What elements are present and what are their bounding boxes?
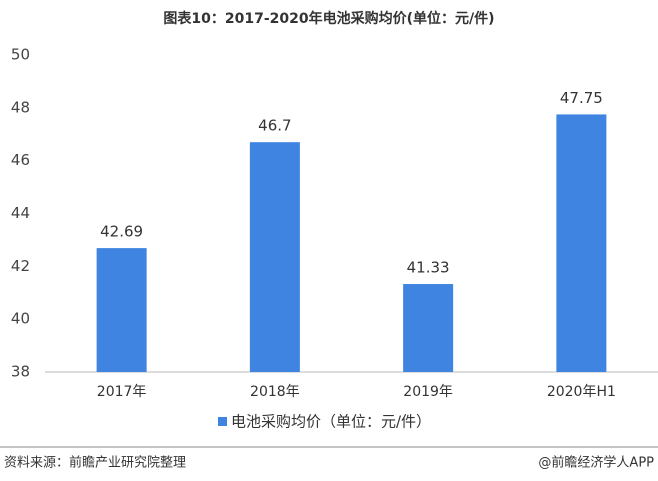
legend-label: 电池采购均价（单位：元/件） [231, 413, 431, 431]
x-tick-label: 2017年 [97, 384, 147, 400]
y-tick-label: 50 [11, 46, 30, 64]
value-label: 47.75 [560, 89, 603, 107]
credit: @前瞻经济学人APP [538, 455, 654, 471]
y-tick-label: 46 [11, 151, 30, 169]
value-label: 41.33 [407, 259, 450, 277]
bar [403, 284, 454, 372]
bar [556, 114, 607, 372]
chart-title: 图表10：2017-2020年电池采购均价(单位：元/件) [163, 10, 494, 27]
y-tick-label: 38 [11, 363, 30, 381]
bar [249, 142, 300, 372]
bar [96, 248, 147, 372]
x-tick-label: 2019年 [403, 384, 453, 400]
y-tick-label: 40 [11, 310, 30, 328]
x-tick-label: 2018年 [250, 384, 300, 400]
y-tick-label: 42 [11, 257, 30, 275]
y-tick-label: 44 [11, 204, 30, 222]
legend-swatch [218, 417, 227, 426]
y-tick-label: 48 [11, 98, 30, 116]
value-label: 46.7 [258, 117, 291, 135]
source-note: 资料来源：前瞻产业研究院整理 [4, 455, 186, 471]
x-tick-label: 2020年H1 [547, 384, 616, 400]
value-label: 42.69 [100, 223, 143, 241]
